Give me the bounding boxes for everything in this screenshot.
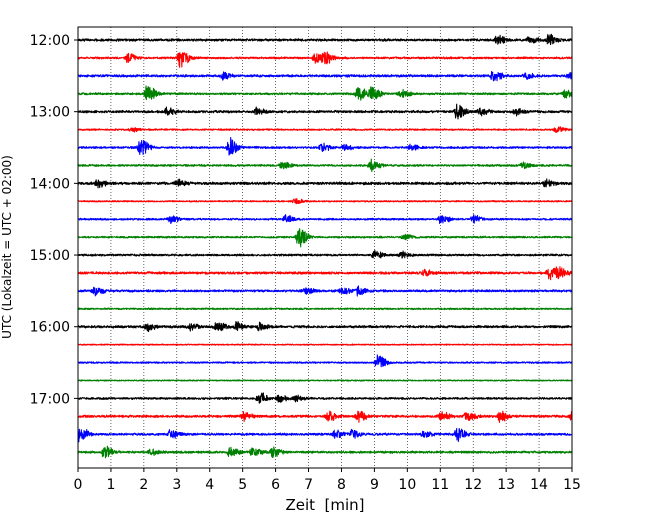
x-tick-label-13: 13 [497, 477, 515, 493]
trace-1645 [78, 379, 572, 382]
x-tick-label-7: 7 [304, 477, 313, 493]
trace-1230 [78, 71, 572, 82]
x-axis: 0 1 2 3 4 5 6 7 8 9 10 11 12 13 14 15 [74, 468, 581, 493]
y-tick-label-16:00: 16:00 [30, 320, 70, 336]
y-tick-label-12:00: 12:00 [30, 33, 70, 49]
y-tick-label-15:00: 15:00 [30, 248, 70, 264]
x-tick-label-11: 11 [431, 477, 449, 493]
x-tick-label-15: 15 [563, 477, 581, 493]
trace-1300 [78, 103, 572, 120]
plot-frame [77, 26, 573, 469]
x-tick-label-0: 0 [74, 477, 83, 493]
trace-1745 [78, 445, 572, 459]
trace-1615 [78, 343, 572, 346]
trace-1200 [78, 33, 572, 46]
y-tick-label-17:00: 17:00 [30, 391, 70, 407]
x-tick-label-14: 14 [530, 477, 548, 493]
x-tick-label-4: 4 [205, 477, 214, 493]
trace-1630 [78, 354, 572, 368]
trace-1245 [78, 85, 572, 101]
x-tick-label-6: 6 [271, 477, 280, 493]
y-axis: 12:00 13:00 14:00 15:00 16:00 17:00 [30, 33, 78, 407]
x-tick-label-1: 1 [106, 477, 115, 493]
trace-1600 [78, 321, 572, 333]
x-tick-label-8: 8 [337, 477, 346, 493]
x-axis-label: Zeit [min] [285, 496, 364, 514]
trace-1315 [78, 126, 572, 134]
trace-1445 [78, 228, 572, 248]
trace-1500 [78, 249, 572, 259]
trace-1345 [78, 158, 572, 173]
y-tick-label-13:00: 13:00 [30, 105, 70, 121]
trace-1400 [78, 178, 572, 189]
trace-1215 [78, 51, 572, 68]
trace-1700 [78, 392, 572, 404]
trace-1545 [78, 307, 572, 311]
y-axis-label: UTC (Lokalzeit = UTC + 02:00) [0, 155, 14, 339]
trace-1530 [78, 285, 572, 297]
x-tick-label-5: 5 [238, 477, 247, 493]
x-tick-label-12: 12 [464, 477, 482, 493]
y-tick-label-14:00: 14:00 [30, 176, 70, 192]
x-tick-label-2: 2 [139, 477, 148, 493]
x-tick-label-3: 3 [172, 477, 181, 493]
x-tick-label-9: 9 [370, 477, 379, 493]
x-tick-label-10: 10 [398, 477, 416, 493]
trace-1430 [78, 214, 572, 225]
trace-1515 [78, 266, 572, 281]
trace-1330 [78, 136, 572, 156]
seismic-traces [78, 33, 572, 459]
trace-1415 [78, 198, 572, 205]
trace-1730 [78, 427, 572, 443]
trace-1715 [78, 410, 572, 423]
